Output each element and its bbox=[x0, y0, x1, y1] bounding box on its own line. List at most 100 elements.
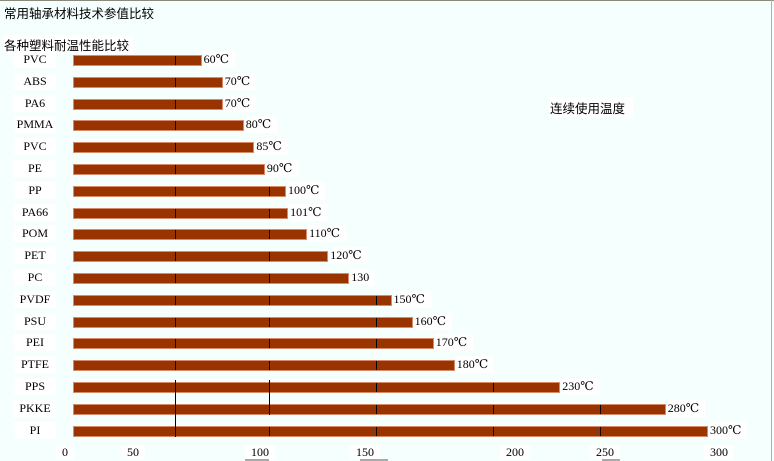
bar-gridline bbox=[175, 77, 176, 87]
x-tick-label: 50 bbox=[121, 445, 145, 460]
bar-gridline bbox=[269, 252, 270, 262]
bar-gridline bbox=[175, 56, 176, 65]
category-label: PMMA bbox=[14, 116, 56, 134]
value-label: 300℃ bbox=[709, 421, 748, 439]
category-label: PI bbox=[14, 421, 56, 439]
bar-gridline bbox=[269, 274, 270, 283]
window-top-border bbox=[0, 0, 774, 1]
value-label: 70℃ bbox=[223, 94, 257, 112]
value-label: 120℃ bbox=[329, 247, 368, 265]
window-right-border bbox=[771, 0, 772, 461]
x-axis-mark bbox=[245, 459, 269, 461]
bar-gridline bbox=[376, 404, 377, 414]
bar-gridline bbox=[269, 230, 270, 240]
category-label: PVDF bbox=[14, 290, 56, 308]
category-label: PP bbox=[14, 181, 56, 199]
bar-gridline bbox=[175, 208, 176, 218]
x-axis-mark bbox=[360, 459, 388, 461]
x-tick-label: 0 bbox=[56, 445, 74, 460]
bar bbox=[74, 99, 222, 109]
category-label: PVC bbox=[14, 51, 56, 68]
category-label: PPS bbox=[14, 378, 56, 395]
bar-gridline bbox=[493, 426, 494, 436]
value-label: 70℃ bbox=[223, 72, 257, 90]
chart-title: 各种塑料耐温性能比较 bbox=[4, 35, 134, 54]
bar bbox=[74, 56, 201, 65]
value-label: 280℃ bbox=[666, 399, 706, 417]
bar-gridline bbox=[269, 186, 270, 196]
value-label: 160℃ bbox=[413, 312, 453, 330]
category-label: PET bbox=[14, 247, 56, 265]
value-label: 230℃ bbox=[561, 378, 600, 395]
bar bbox=[74, 274, 349, 283]
x-tick-label: 100 bbox=[245, 445, 275, 460]
bar-gridline bbox=[600, 426, 601, 436]
gridline-100 bbox=[269, 380, 270, 415]
bar bbox=[74, 121, 243, 131]
bar-gridline bbox=[269, 208, 270, 218]
bar-gridline bbox=[175, 230, 176, 240]
bar-gridline bbox=[175, 361, 176, 371]
category-label: PA6 bbox=[14, 94, 56, 112]
x-tick-label: 300 bbox=[704, 445, 734, 460]
value-label: 80℃ bbox=[244, 116, 278, 134]
category-label: PSU bbox=[14, 312, 56, 330]
bar-gridline bbox=[376, 426, 377, 436]
bar-gridline bbox=[175, 339, 176, 349]
category-label: PC bbox=[14, 269, 56, 286]
bar bbox=[74, 361, 454, 371]
value-label: 130 bbox=[350, 269, 376, 286]
bar-gridline bbox=[493, 404, 494, 414]
bar bbox=[74, 77, 222, 87]
bar-gridline bbox=[175, 317, 176, 327]
bar bbox=[74, 339, 433, 349]
category-label: POM bbox=[14, 225, 56, 243]
value-label: 100℃ bbox=[287, 181, 326, 199]
bar-gridline bbox=[269, 317, 270, 327]
legend-label: 连续使用温度 bbox=[550, 97, 634, 118]
bar-gridline bbox=[376, 383, 377, 392]
value-label: 180℃ bbox=[455, 356, 495, 374]
bar-gridline bbox=[376, 295, 377, 305]
bar bbox=[74, 404, 665, 414]
value-label: 110℃ bbox=[308, 225, 347, 243]
category-label: PE bbox=[14, 160, 56, 177]
category-label: PVC bbox=[14, 138, 56, 156]
gridline-50 bbox=[175, 380, 176, 437]
bar bbox=[74, 295, 391, 305]
value-label: 90℃ bbox=[265, 160, 299, 177]
value-label: 101℃ bbox=[289, 203, 328, 221]
bar-gridline bbox=[600, 404, 601, 414]
bar-gridline bbox=[175, 165, 176, 174]
bar-gridline bbox=[493, 383, 494, 392]
bar-gridline bbox=[376, 361, 377, 371]
x-tick-label: 200 bbox=[500, 445, 530, 460]
bar bbox=[74, 208, 288, 218]
value-label: 60℃ bbox=[202, 51, 236, 68]
category-label: PTFE bbox=[14, 356, 56, 374]
bar-gridline bbox=[175, 143, 176, 153]
category-label: PEI bbox=[14, 334, 56, 352]
x-axis-mark bbox=[602, 459, 620, 461]
bar-gridline bbox=[175, 186, 176, 196]
value-label: 170℃ bbox=[434, 334, 474, 352]
bar-gridline bbox=[175, 295, 176, 305]
bar-gridline bbox=[269, 339, 270, 349]
bar bbox=[74, 252, 328, 262]
bar-gridline bbox=[269, 295, 270, 305]
bar-gridline bbox=[175, 274, 176, 283]
x-tick-label: 250 bbox=[590, 445, 620, 460]
x-tick-label: 150 bbox=[350, 445, 380, 460]
bar-gridline bbox=[175, 121, 176, 131]
bar bbox=[74, 165, 264, 174]
bar bbox=[74, 143, 254, 153]
bar-gridline bbox=[376, 317, 377, 327]
category-label: PKKE bbox=[14, 399, 56, 417]
bar-gridline bbox=[175, 99, 176, 109]
bar-gridline bbox=[269, 361, 270, 371]
page-title: 常用轴承材料技术参值比较 bbox=[4, 6, 155, 21]
value-label: 150℃ bbox=[392, 290, 431, 308]
category-label: PA66 bbox=[14, 203, 56, 221]
bar bbox=[74, 383, 560, 392]
bar bbox=[74, 230, 307, 240]
